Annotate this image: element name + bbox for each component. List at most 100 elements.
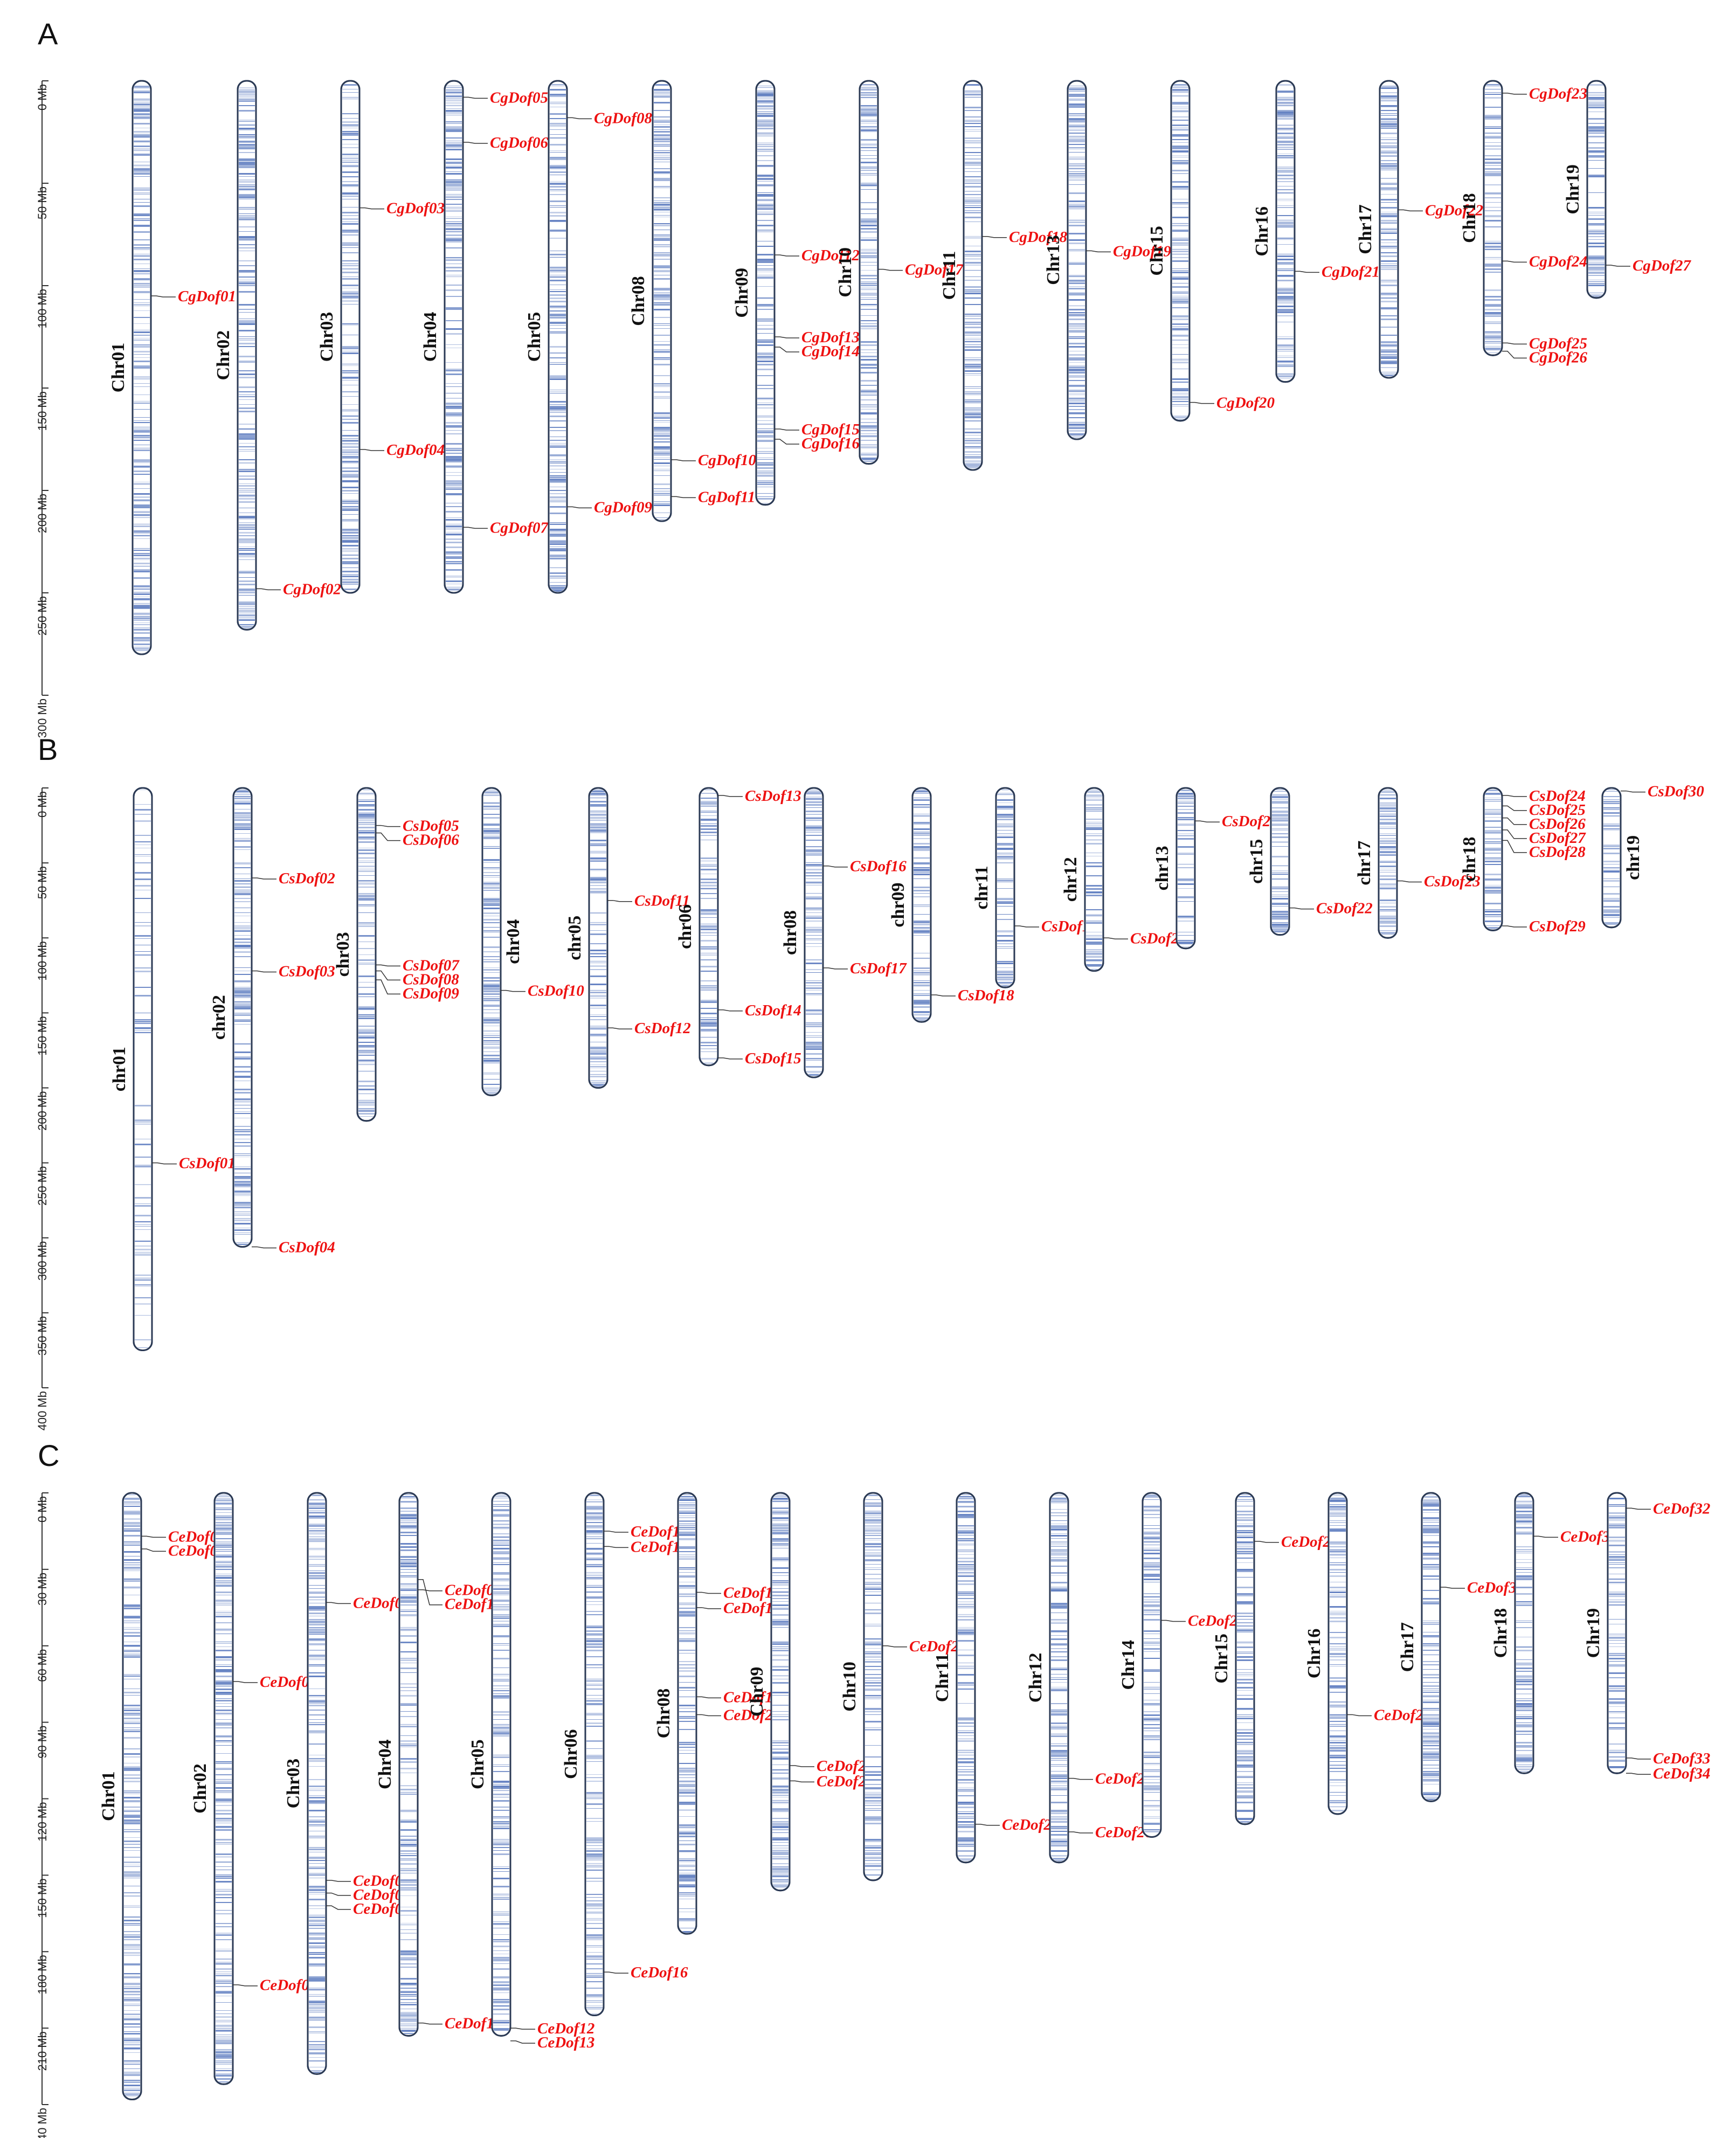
density-band <box>865 1845 881 1846</box>
density-band <box>806 793 822 794</box>
gene-label-CsDof25: CsDof25 <box>1529 801 1586 819</box>
density-band <box>757 149 773 150</box>
density-band <box>958 1831 974 1832</box>
density-band <box>493 1957 509 1958</box>
density-band <box>216 1774 232 1775</box>
chromosome-outline <box>1067 80 1087 440</box>
density-band <box>679 1705 695 1706</box>
gene-density-bands <box>1603 790 1620 925</box>
density-band <box>135 971 151 972</box>
gene-label-CsDof12: CsDof12 <box>634 1020 691 1037</box>
density-band <box>997 980 1013 981</box>
density-band <box>1051 1533 1067 1534</box>
density-band <box>1485 243 1501 244</box>
density-band <box>1051 1606 1067 1608</box>
density-band <box>1485 849 1501 850</box>
density-band <box>772 1609 789 1610</box>
density-band <box>757 467 773 469</box>
density-band <box>216 2052 232 2053</box>
density-band <box>1277 142 1294 143</box>
axis-tick-label: 400 Mb <box>36 1391 49 1430</box>
density-band <box>124 1844 140 1845</box>
density-band <box>309 1810 325 1811</box>
density-band <box>239 592 255 593</box>
density-band <box>861 162 877 163</box>
density-band <box>134 270 150 272</box>
density-band <box>965 291 981 292</box>
density-band <box>1172 231 1188 232</box>
density-band <box>550 267 566 268</box>
density-band <box>586 1878 603 1879</box>
density-band <box>1381 297 1397 299</box>
density-band <box>679 1816 695 1817</box>
density-band <box>309 1650 325 1651</box>
density-band <box>124 1797 140 1798</box>
density-band <box>124 1931 140 1932</box>
chromosome-outline <box>677 1492 697 1935</box>
density-band <box>757 424 773 425</box>
density-band <box>134 244 150 246</box>
chromosome-Chr10: Chr10 CgDof17 <box>835 80 964 465</box>
density-band <box>914 972 930 973</box>
gene-leader-line <box>326 1880 351 1882</box>
density-band <box>654 150 670 151</box>
density-band <box>342 184 358 186</box>
chromosome-outline <box>911 787 932 1023</box>
density-band <box>309 1672 325 1673</box>
density-band <box>342 323 358 324</box>
density-band <box>586 1748 603 1749</box>
density-band <box>586 1507 603 1509</box>
density-band <box>679 1546 695 1548</box>
density-band <box>234 1186 251 1187</box>
chromosome-body <box>122 1492 142 2101</box>
density-band <box>1485 335 1501 336</box>
density-band <box>1272 878 1288 880</box>
density-band <box>1272 833 1288 834</box>
density-band <box>135 898 151 899</box>
density-band <box>1178 853 1194 854</box>
density-band <box>1277 113 1294 115</box>
density-band <box>1069 192 1085 194</box>
density-band <box>679 1884 695 1886</box>
chromosome-outline <box>1483 787 1503 931</box>
density-band <box>586 1684 603 1685</box>
density-band <box>1381 121 1397 122</box>
gene-leader-line <box>671 459 696 461</box>
density-band <box>865 1792 881 1793</box>
density-band <box>1485 853 1501 854</box>
density-band <box>400 1845 417 1847</box>
density-band <box>216 1592 232 1593</box>
density-band <box>861 175 877 176</box>
density-band <box>1144 1532 1160 1533</box>
density-band <box>124 2073 140 2075</box>
density-band <box>239 548 255 549</box>
density-band <box>550 346 566 348</box>
density-band <box>550 572 566 574</box>
density-band <box>309 1760 325 1761</box>
density-band <box>134 110 150 112</box>
density-band <box>958 1614 974 1615</box>
density-band <box>861 323 877 324</box>
density-band <box>757 420 773 421</box>
density-band <box>309 1659 325 1660</box>
density-band <box>135 951 151 952</box>
density-band <box>1277 157 1294 158</box>
density-band <box>1272 927 1288 928</box>
density-band <box>400 1853 417 1854</box>
density-band <box>1069 412 1085 414</box>
density-band <box>446 456 462 458</box>
density-band <box>654 173 670 174</box>
gene-leader-line <box>376 832 400 841</box>
density-band <box>757 113 773 114</box>
density-band <box>234 867 251 868</box>
density-band <box>1380 922 1396 924</box>
density-band <box>309 1800 325 1802</box>
gene-leader-line <box>376 979 400 995</box>
density-band <box>239 179 255 181</box>
density-band <box>772 1810 789 1811</box>
density-band <box>679 1611 695 1613</box>
density-band <box>861 459 877 460</box>
density-band <box>134 417 150 418</box>
